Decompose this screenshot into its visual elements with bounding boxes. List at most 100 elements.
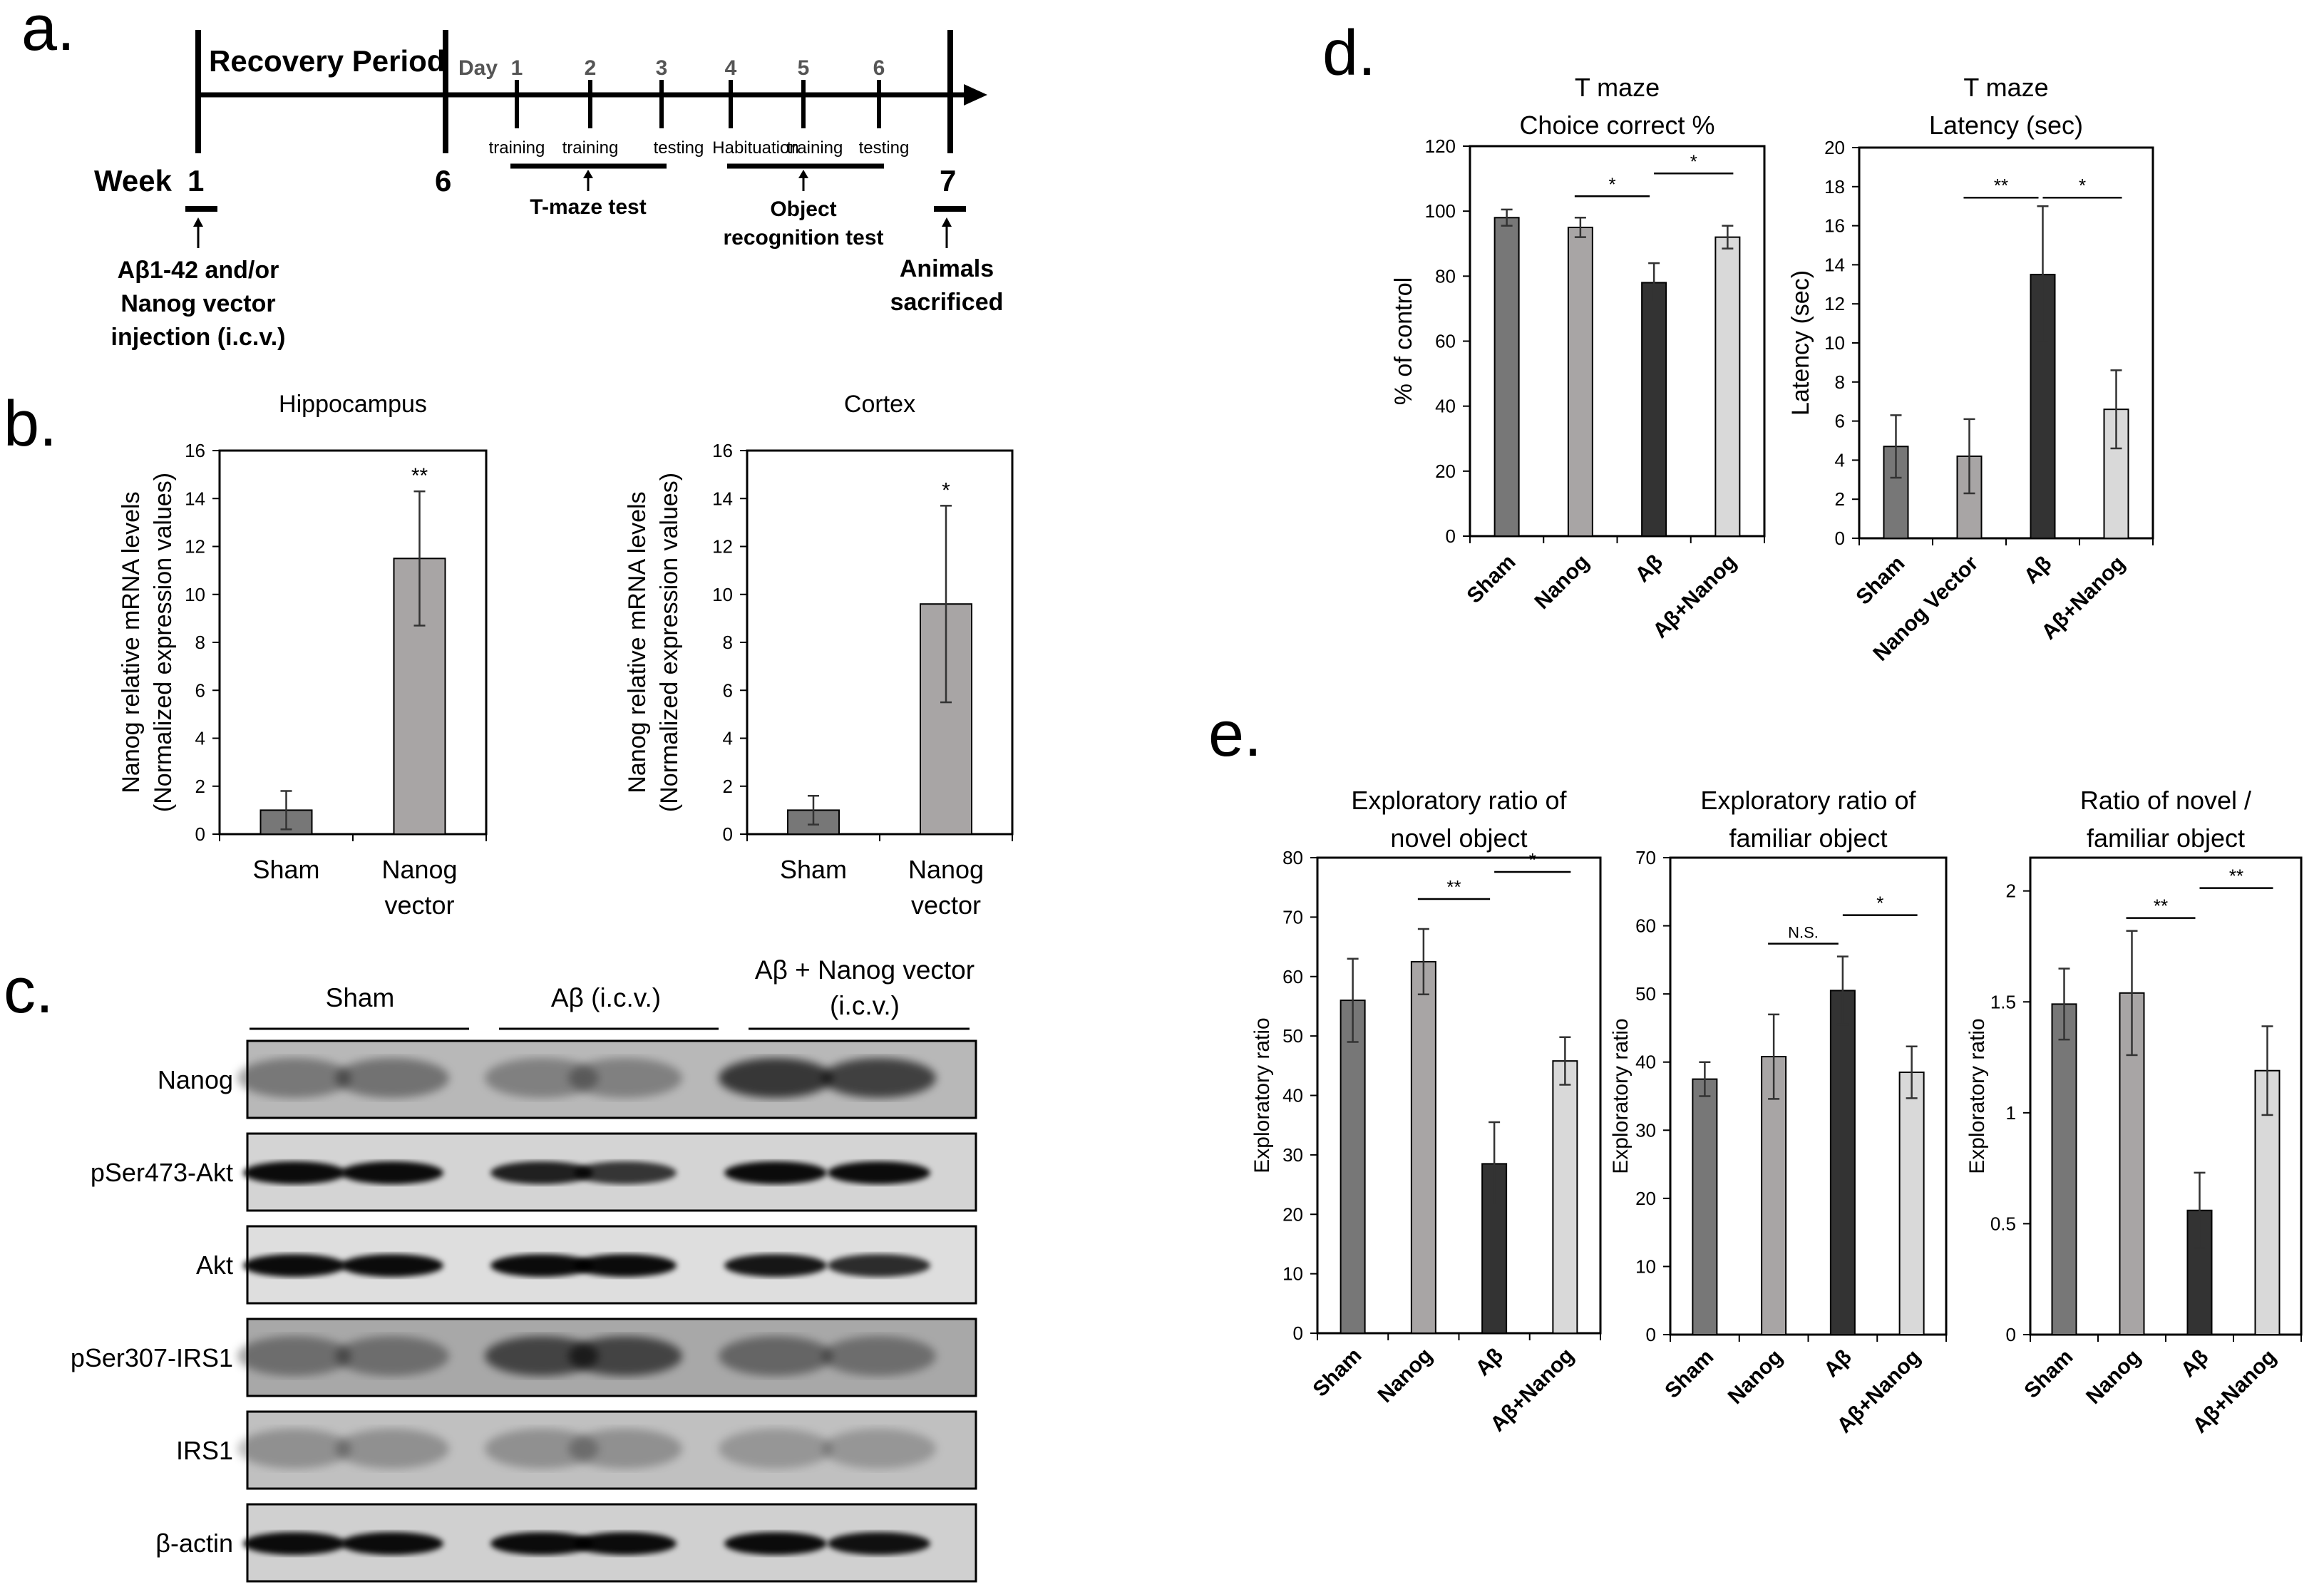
blot-band: [828, 1254, 930, 1277]
western-blot-panel: Sham Aβ (i.c.v.) Aβ + Nanog vector (i.c.…: [71, 955, 977, 1583]
blot-row-4: pSer307-IRS1: [71, 1318, 977, 1397]
y-tick-label: 60: [1282, 966, 1303, 987]
blot-label-4: pSer307-IRS1: [71, 1343, 233, 1372]
bracket-label: **: [1446, 876, 1461, 898]
y-axis-label: % of control: [1390, 277, 1417, 406]
bracket-label: N.S.: [1788, 924, 1819, 942]
category-label-2: Nanog: [1724, 1345, 1787, 1409]
chart-title: Ratio of novel /: [2080, 786, 2251, 815]
bar-4: [1552, 1060, 1578, 1334]
category-label-2: vector: [911, 890, 981, 920]
blot-band: [828, 1532, 930, 1555]
blot-band: [341, 1532, 443, 1555]
category-label-2: Nanog: [1530, 550, 1593, 614]
blot-band: [574, 1532, 677, 1555]
y-tick-label: 10: [185, 584, 205, 605]
bracket-label: *: [1529, 849, 1536, 871]
category-label-3: Aβ: [1630, 550, 1667, 587]
week-7: 7: [940, 164, 956, 197]
day-number-5: 5: [798, 56, 810, 80]
y-axis-label: Nanog relative mRNA levels: [624, 491, 651, 793]
blot-band: [485, 1336, 599, 1376]
category-label-1: Sham: [1660, 1345, 1718, 1403]
blot-band: [490, 1161, 593, 1184]
day-number-6: 6: [873, 56, 885, 80]
sacrifice-arrowhead: [942, 217, 952, 227]
chart-title: Cortex: [844, 391, 915, 418]
bracket-label: **: [2229, 866, 2243, 887]
significance-mark: **: [411, 464, 428, 488]
injection-arrowhead: [193, 217, 203, 227]
bracket-label: *: [2079, 175, 2086, 196]
plot-frame: [746, 449, 1014, 836]
y-tick-label: 120: [1425, 135, 1456, 157]
recovery-period-label: Recovery Period: [209, 44, 446, 78]
blot-band: [490, 1532, 593, 1555]
y-tick-label: 0: [723, 823, 733, 845]
stage-label-4: Habituation: [712, 138, 798, 158]
chart-title: T maze: [1963, 73, 2048, 102]
sacrifice-label-1: Animals: [900, 255, 994, 282]
chart-subtitle: Choice correct %: [1519, 111, 1714, 140]
blot-label-5: IRS1: [176, 1436, 233, 1465]
category-label-1: Sham: [780, 855, 847, 884]
y-tick-label: 0: [1835, 528, 1845, 549]
significance-mark: *: [942, 478, 950, 502]
y-axis-label-2: (Normalized expression values): [656, 473, 683, 812]
category-label-2: Nanog: [1373, 1344, 1436, 1407]
bar-1: [1883, 446, 1909, 539]
chart-e1: 0 10 20 30 40 50 60 70 80 Exploratory ratio of nov…: [1250, 786, 1602, 1437]
y-tick-label: 70: [1282, 906, 1303, 928]
stage-label-3: testing: [654, 138, 704, 158]
y-tick-label: 2: [2006, 880, 2016, 902]
y-axis-label: Exploratory ratio: [1965, 1018, 1989, 1174]
bar-4: [1898, 1072, 1925, 1336]
injection-label-2: Nanog vector: [120, 290, 275, 317]
category-label-3: Aβ: [1819, 1345, 1856, 1382]
blot-row-5: IRS1: [176, 1410, 977, 1490]
category-label-2: Nanog: [908, 855, 984, 884]
tmaze-test-label: T-maze test: [530, 195, 646, 219]
blot-band: [335, 1058, 449, 1098]
stage-label-5: training: [787, 138, 843, 158]
tmaze-arrowhead: [583, 170, 593, 178]
y-tick-label: 8: [1835, 371, 1845, 393]
stage-label-6: testing: [859, 138, 910, 158]
blot-band: [341, 1254, 443, 1277]
blot-band: [237, 1429, 351, 1469]
object-label-1: Object: [770, 197, 836, 221]
y-tick-label: 100: [1425, 200, 1456, 222]
chart-subtitle: familiar object: [1729, 823, 1887, 853]
blot-band: [574, 1254, 677, 1277]
y-axis-label: Exploratory ratio: [1609, 1018, 1633, 1174]
blot-band: [485, 1058, 599, 1098]
week-label: Week: [94, 164, 173, 197]
y-tick-label: 8: [723, 632, 733, 653]
y-tick-label: 18: [1824, 176, 1845, 197]
blot-band: [719, 1336, 833, 1376]
panel-label-d: d.: [1322, 18, 1376, 89]
y-tick-label: 40: [1635, 1052, 1656, 1073]
blot-band: [335, 1429, 449, 1469]
blot-band: [724, 1532, 827, 1555]
y-tick-label: 12: [185, 536, 205, 558]
panel-label-c: c.: [4, 955, 53, 1027]
y-tick-label: 20: [1435, 461, 1456, 482]
blot-group-abeta-nanog-1: Aβ + Nanog vector: [755, 955, 975, 985]
chart-title: Exploratory ratio of: [1700, 786, 1916, 815]
y-tick-label: 4: [195, 728, 205, 749]
y-tick-label: 14: [1824, 254, 1845, 275]
bar-1: [1692, 1078, 1718, 1336]
y-tick-label: 0.5: [1990, 1213, 2016, 1234]
panel-label-a: a.: [21, 0, 75, 64]
y-tick-label: 80: [1282, 847, 1303, 868]
category-label-2: Nanog: [2082, 1345, 2145, 1409]
blot-row-2: pSer473-Akt: [91, 1132, 977, 1212]
blot-band: [822, 1336, 936, 1376]
y-tick-label: 16: [185, 440, 205, 461]
category-label-1: Sham: [252, 855, 319, 884]
bar-4: [1714, 236, 1741, 537]
chart-subtitle: novel object: [1390, 823, 1527, 853]
blot-band: [341, 1161, 443, 1184]
